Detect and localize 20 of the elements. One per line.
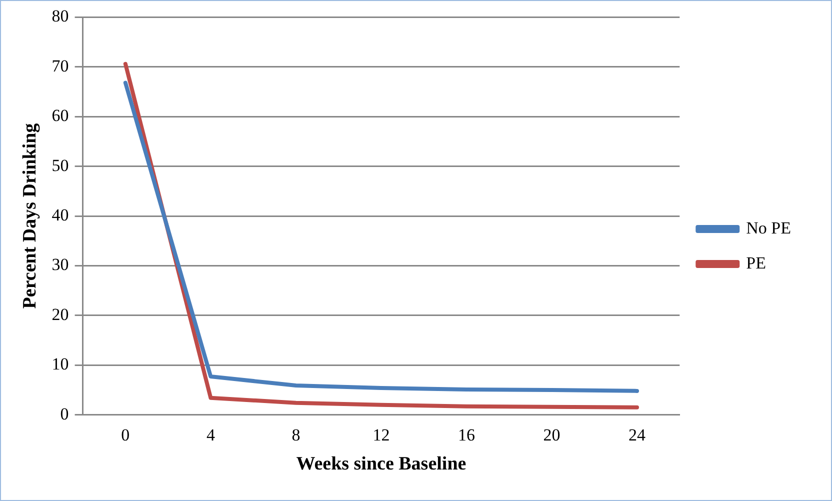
y-tick-label: 70 <box>52 56 69 76</box>
legend-label: PE <box>746 253 766 272</box>
x-axis-title: Weeks since Baseline <box>296 454 466 475</box>
y-tick-label: 30 <box>52 255 69 274</box>
y-tick-label: 0 <box>60 404 69 424</box>
y-tick-label: 80 <box>52 6 69 26</box>
x-tick-label: 16 <box>458 425 475 444</box>
x-tick-label: 12 <box>372 425 390 444</box>
x-tick-label: 24 <box>628 425 646 444</box>
y-tick-label: 10 <box>52 354 69 374</box>
legend-label: No PE <box>746 218 792 238</box>
y-tick-label: 60 <box>52 106 69 126</box>
y-tick-label: 50 <box>52 156 69 175</box>
x-tick-label: 4 <box>206 425 216 444</box>
y-tick-label: 20 <box>52 304 69 324</box>
y-axis-title: Percent Days Drinking <box>19 122 40 309</box>
x-tick-label: 8 <box>292 425 300 444</box>
y-tick-label: 40 <box>52 205 69 224</box>
x-tick-label: 20 <box>543 425 560 444</box>
x-tick-label: 0 <box>121 425 130 444</box>
